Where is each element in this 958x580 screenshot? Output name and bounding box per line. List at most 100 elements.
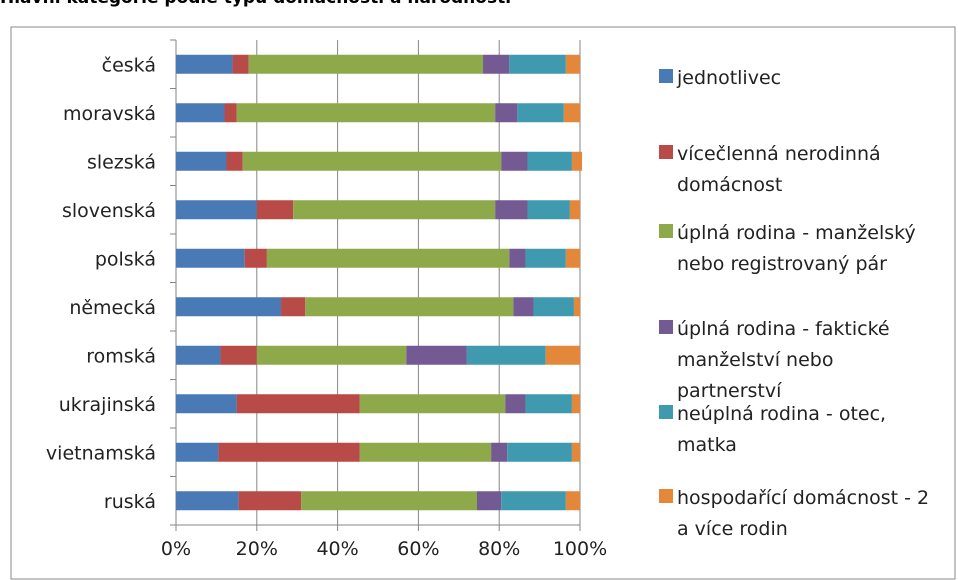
bar-ruska-series-2	[238, 491, 302, 511]
bar-romska-series-3	[256, 345, 407, 365]
bar-polska-series-4	[509, 248, 526, 268]
x-tick-label: 60%	[397, 538, 439, 560]
bar-slezska-series-4	[501, 151, 528, 171]
bar-nemecka-series-6	[573, 297, 580, 317]
category-label-ukrajinska: ukrajinská	[59, 394, 156, 416]
legend-entry-3: úplná rodina - manželský nebo registrovan…	[677, 222, 916, 275]
legend-line: manželství nebo	[677, 349, 833, 371]
bar-ceska-series-3	[248, 54, 484, 74]
bar-romska-series-2	[220, 345, 257, 365]
bar-slezska-series-1	[176, 151, 227, 171]
bar-ceska-series-4	[483, 54, 510, 74]
bar-slovenska-series-4	[495, 200, 528, 220]
bar-ceska-series-6	[565, 54, 580, 74]
category-label-slezska: slezská	[87, 151, 156, 173]
legend-line: a více rodin	[677, 518, 788, 540]
legend-entry-1: jednotlivec	[676, 67, 781, 89]
category-label-ceska: česká	[102, 54, 156, 76]
bar-slovenska-series-3	[293, 200, 496, 220]
bar-nemecka-series-2	[281, 297, 306, 317]
bar-romska-series-4	[406, 345, 467, 365]
x-tick-label: 100%	[553, 538, 607, 560]
bars	[176, 54, 583, 511]
bar-polska-series-3	[266, 248, 510, 268]
bar-nemecka-series-1	[176, 297, 282, 317]
legend: jednotlivec vícečlenná nerodinná domácnost…	[659, 67, 929, 540]
legend-line: partnerství	[677, 380, 782, 402]
legend-swatch-6	[659, 489, 673, 503]
bar-romska-series-5	[466, 345, 546, 365]
bar-moravska-series-5	[517, 103, 564, 123]
bar-slezska-series-5	[527, 151, 572, 171]
bar-vietnamska-series-2	[218, 442, 360, 462]
category-label-romska: romská	[86, 345, 156, 367]
bar-slovenska-series-1	[176, 200, 257, 220]
legend-line: matka	[677, 434, 737, 456]
legend-line: domácnost	[677, 174, 782, 196]
bar-vietnamska-series-3	[359, 442, 492, 462]
bar-romska-series-1	[176, 345, 221, 365]
bar-ruska-series-6	[565, 491, 580, 511]
bar-slezska-series-2	[226, 151, 243, 171]
bar-slovenska-series-2	[256, 200, 294, 220]
x-tick-label: 20%	[236, 538, 278, 560]
category-label-vietnamska: vietnamská	[46, 442, 156, 464]
bar-romska-series-6	[545, 345, 580, 365]
bar-moravska-series-1	[176, 103, 225, 123]
bar-vietnamska-series-6	[571, 442, 580, 462]
category-label-slovenska: slovenská	[62, 200, 156, 222]
bar-moravska-series-6	[563, 103, 580, 123]
legend-line: jednotlivec	[676, 67, 781, 89]
plot-border	[10, 26, 956, 580]
legend-swatch-3	[659, 224, 673, 238]
bar-ceska-series-1	[176, 54, 233, 74]
bar-ukrajinska-series-6	[571, 394, 580, 414]
bar-vietnamska-series-1	[176, 442, 219, 462]
chart-title: Hlavní kategorie podle typu domácností a…	[0, 0, 958, 10]
category-label-polska: polská	[95, 248, 156, 270]
bar-nemecka-series-4	[513, 297, 534, 317]
bar-polska-series-5	[525, 248, 566, 268]
legend-swatch-1	[659, 69, 673, 83]
category-labels: česká moravská slezská slovenská polská němec…	[46, 54, 156, 513]
bar-ruska-series-1	[176, 491, 239, 511]
legend-swatch-5	[659, 405, 673, 419]
category-label-ruska: ruská	[104, 491, 156, 513]
x-tick-label: 80%	[478, 538, 520, 560]
bar-ukrajinska-series-5	[525, 394, 572, 414]
bar-ruska-series-3	[301, 491, 477, 511]
bar-ceska-series-2	[232, 54, 249, 74]
legend-line: hospodařící domácnost - 2	[677, 487, 929, 509]
bar-nemecka-series-5	[533, 297, 574, 317]
bar-polska-series-1	[176, 248, 245, 268]
bar-ukrajinska-series-3	[359, 394, 506, 414]
legend-line: nebo registrovaný pár	[677, 253, 887, 275]
bar-polska-series-6	[565, 248, 580, 268]
bar-ceska-series-5	[509, 54, 566, 74]
legend-entry-6: hospodařící domácnost - 2 a více rodin	[677, 487, 929, 540]
legend-entry-4: úplná rodina - faktické manželství nebo pa…	[677, 318, 890, 402]
bar-nemecka-series-3	[305, 297, 514, 317]
bar-vietnamska-series-5	[507, 442, 572, 462]
legend-swatch-4	[659, 320, 673, 334]
bar-ukrajinska-series-1	[176, 394, 237, 414]
legend-swatch-2	[659, 145, 673, 159]
bar-moravska-series-4	[495, 103, 518, 123]
bar-moravska-series-2	[224, 103, 237, 123]
bar-slovenska-series-5	[527, 200, 570, 220]
x-tick-label: 40%	[316, 538, 358, 560]
x-tick-labels: 0% 20% 40% 60% 80% 100%	[161, 538, 607, 560]
legend-line: neúplná rodina - otec,	[677, 403, 886, 425]
legend-line: vícečlenná nerodinná	[677, 143, 881, 165]
bar-vietnamska-series-4	[491, 442, 508, 462]
bar-slovenska-series-6	[569, 200, 580, 220]
bar-slezska-series-3	[242, 151, 502, 171]
bar-ukrajinska-series-2	[236, 394, 360, 414]
legend-line: úplná rodina - manželský	[677, 222, 916, 244]
legend-entry-2: vícečlenná nerodinná domácnost	[677, 143, 881, 196]
bar-slezska-series-6	[571, 151, 583, 171]
category-label-moravska: moravská	[63, 103, 156, 125]
bar-moravska-series-3	[236, 103, 496, 123]
